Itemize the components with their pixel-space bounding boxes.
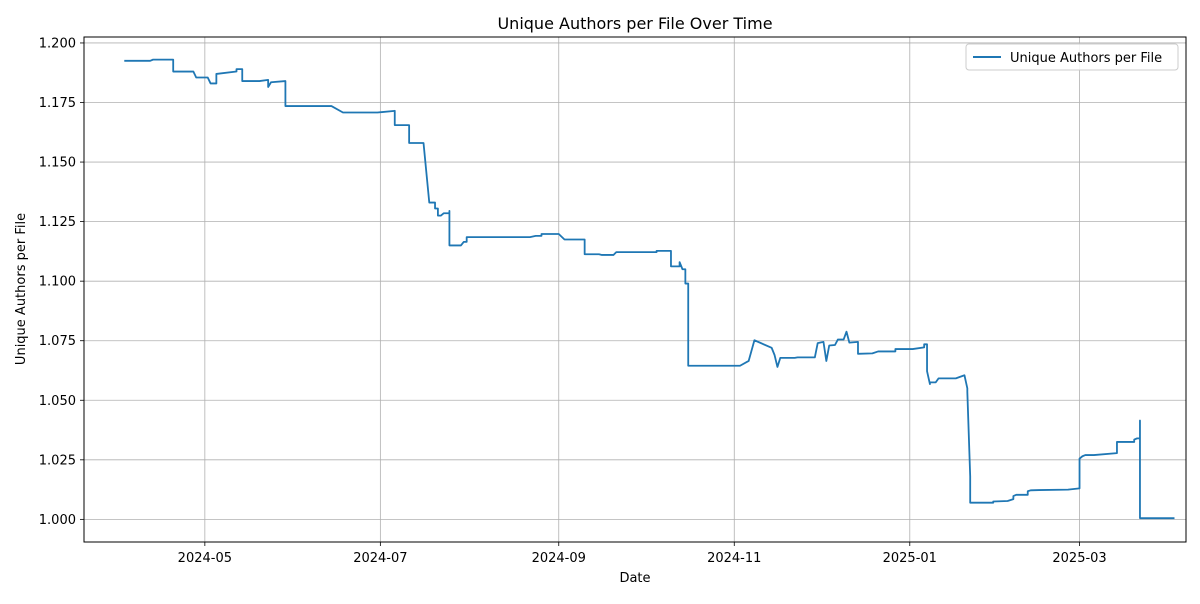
y-axis-label: Unique Authors per File bbox=[14, 213, 29, 365]
y-tick-label: 1.025 bbox=[39, 453, 76, 468]
y-tick-label: 1.050 bbox=[39, 394, 76, 409]
series-line bbox=[124, 58, 1175, 520]
x-tick-label: 2024-09 bbox=[532, 551, 586, 566]
grid bbox=[84, 37, 1186, 542]
chart-title: Unique Authors per File Over Time bbox=[497, 14, 772, 33]
legend: Unique Authors per File bbox=[965, 43, 1179, 71]
x-tick-label: 2024-05 bbox=[178, 551, 232, 566]
plot-area-frame bbox=[83, 36, 1187, 543]
y-tick-label: 1.125 bbox=[39, 215, 76, 230]
y-tick-label: 1.075 bbox=[39, 334, 76, 349]
x-axis: 2024-05 2024-07 2024-09 2024-11 2025-01 2025-… bbox=[178, 542, 1107, 566]
x-tick-label: 2025-03 bbox=[1052, 551, 1106, 566]
y-tick-label: 1.000 bbox=[39, 513, 76, 528]
legend-label: Unique Authors per File bbox=[1010, 51, 1162, 66]
y-tick-label: 1.100 bbox=[39, 275, 76, 290]
legend-box bbox=[965, 43, 1179, 71]
y-axis: 1.000 1.025 1.050 1.075 1.100 1.125 1.150 1.175… bbox=[39, 36, 84, 528]
series-layer bbox=[124, 58, 1175, 520]
y-tick-label: 1.150 bbox=[39, 156, 76, 171]
y-tick-label: 1.200 bbox=[39, 36, 76, 51]
x-tick-label: 2024-07 bbox=[353, 551, 407, 566]
x-tick-label: 2025-01 bbox=[883, 551, 937, 566]
x-tick-label: 2024-11 bbox=[707, 551, 761, 566]
y-tick-label: 1.175 bbox=[39, 96, 76, 111]
x-axis-label: Date bbox=[619, 571, 650, 586]
